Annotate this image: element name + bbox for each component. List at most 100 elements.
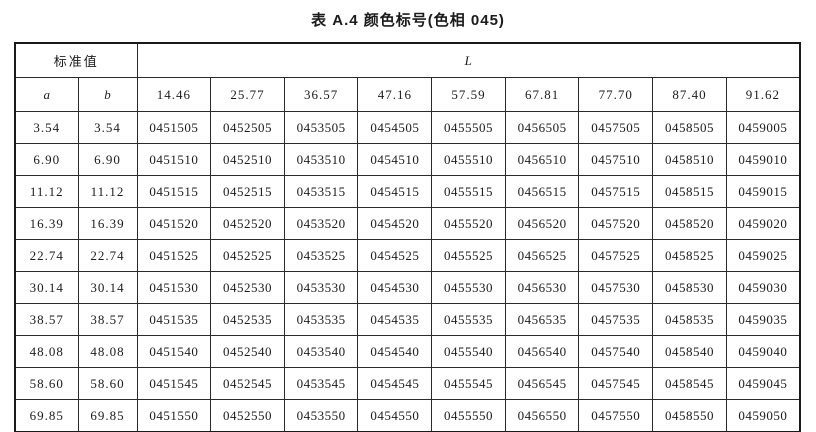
color-code-cell: 0457540 xyxy=(578,335,654,368)
color-code-cell: 0455535 xyxy=(431,303,506,336)
color-code-cell: 0455520 xyxy=(431,207,506,240)
color-code-cell: 0455525 xyxy=(431,239,506,272)
color-code-cell: 0459035 xyxy=(725,303,801,336)
color-code-cell: 0453515 xyxy=(283,175,359,208)
color-code-cell: 0451550 xyxy=(136,399,212,432)
color-code-cell: 0452540 xyxy=(210,335,285,368)
color-code-cell: 0454545 xyxy=(357,367,433,400)
color-code-cell: 0453510 xyxy=(283,143,359,176)
color-code-cell: 0454525 xyxy=(357,239,433,272)
color-code-cell: 0458525 xyxy=(652,239,727,272)
color-code-cell: 0453545 xyxy=(283,367,359,400)
b-value-cell: 3.54 xyxy=(77,111,138,144)
color-code-cell: 0458540 xyxy=(652,335,727,368)
table-row: 58.60 58.60 0451545 0452545 0453545 0454545 04… xyxy=(14,367,801,400)
color-code-cell: 0452535 xyxy=(210,303,285,336)
color-code-cell: 0452510 xyxy=(210,143,285,176)
color-code-cell: 0453540 xyxy=(283,335,359,368)
color-code-cell: 0451520 xyxy=(136,207,212,240)
a-value-cell: 48.08 xyxy=(14,335,79,368)
color-code-cell: 0458505 xyxy=(652,111,727,144)
color-code-cell: 0452550 xyxy=(210,399,285,432)
color-code-cell: 0455545 xyxy=(431,367,506,400)
a-value-cell: 11.12 xyxy=(14,175,79,208)
color-code-cell: 0456550 xyxy=(504,399,580,432)
color-code-cell: 0459025 xyxy=(725,239,801,272)
a-value-cell: 38.57 xyxy=(14,303,79,336)
color-code-cell: 0456515 xyxy=(504,175,580,208)
header-row-groups: 标准值 L xyxy=(14,42,801,78)
color-code-cell: 0451530 xyxy=(136,271,212,304)
header-row-values: a b 14.46 25.77 36.57 47.16 57.59 67.81 77.70 8… xyxy=(14,77,801,112)
color-code-cell: 0457550 xyxy=(578,399,654,432)
table-row: 11.12 11.12 0451515 0452515 0453515 0454515 04… xyxy=(14,175,801,208)
a-value-cell: 69.85 xyxy=(14,399,79,432)
l-value-header: 36.57 xyxy=(283,77,359,112)
color-code-cell: 0451515 xyxy=(136,175,212,208)
color-code-cell: 0456520 xyxy=(504,207,580,240)
table-row: 16.39 16.39 0451520 0452520 0453520 0454520 04… xyxy=(14,207,801,240)
b-value-cell: 6.90 xyxy=(77,143,138,176)
color-code-cell: 0453530 xyxy=(283,271,359,304)
color-code-cell: 0455505 xyxy=(431,111,506,144)
color-code-cell: 0456545 xyxy=(504,367,580,400)
color-code-cell: 0455510 xyxy=(431,143,506,176)
a-value-cell: 16.39 xyxy=(14,207,79,240)
table-row: 69.85 69.85 0451550 0452550 0453550 0454550 04… xyxy=(14,399,801,432)
b-value-cell: 48.08 xyxy=(77,335,138,368)
color-code-cell: 0455540 xyxy=(431,335,506,368)
b-value-cell: 22.74 xyxy=(77,239,138,272)
color-code-cell: 0453550 xyxy=(283,399,359,432)
a-value-cell: 58.60 xyxy=(14,367,79,400)
table-title: 表 A.4 颜色标号(色相 045) xyxy=(311,12,505,29)
a-value-cell: 30.14 xyxy=(14,271,79,304)
lightness-header: L xyxy=(136,42,801,78)
color-code-cell: 0458545 xyxy=(652,367,727,400)
color-code-cell: 0451510 xyxy=(136,143,212,176)
b-value-cell: 69.85 xyxy=(77,399,138,432)
l-value-header: 77.70 xyxy=(578,77,654,112)
table-header: 标准值 L a b 14.46 25.77 36.57 47.16 57.59 67.81… xyxy=(14,42,801,112)
color-code-cell: 0453525 xyxy=(283,239,359,272)
color-code-cell: 0459010 xyxy=(725,143,801,176)
color-code-cell: 0459030 xyxy=(725,271,801,304)
color-code-cell: 0456510 xyxy=(504,143,580,176)
color-code-cell: 0456525 xyxy=(504,239,580,272)
color-code-cell: 0451505 xyxy=(136,111,212,144)
color-code-cell: 0457520 xyxy=(578,207,654,240)
color-code-cell: 0455515 xyxy=(431,175,506,208)
color-code-cell: 0451525 xyxy=(136,239,212,272)
color-code-cell: 0454540 xyxy=(357,335,433,368)
color-code-cell: 0456505 xyxy=(504,111,580,144)
color-code-cell: 0454505 xyxy=(357,111,433,144)
color-code-table: 标准值 L a b 14.46 25.77 36.57 47.16 57.59 67.81… xyxy=(14,42,801,432)
color-code-cell: 0451545 xyxy=(136,367,212,400)
color-code-cell: 0451540 xyxy=(136,335,212,368)
a-value-cell: 6.90 xyxy=(14,143,79,176)
l-value-header: 14.46 xyxy=(136,77,212,112)
l-value-header: 47.16 xyxy=(357,77,433,112)
a-column-header: a xyxy=(14,77,79,112)
color-code-cell: 0453520 xyxy=(283,207,359,240)
l-value-header: 87.40 xyxy=(652,77,727,112)
color-code-cell: 0458520 xyxy=(652,207,727,240)
color-code-cell: 0456530 xyxy=(504,271,580,304)
b-value-cell: 38.57 xyxy=(77,303,138,336)
a-value-cell: 22.74 xyxy=(14,239,79,272)
l-value-header: 91.62 xyxy=(725,77,801,112)
color-code-cell: 0455550 xyxy=(431,399,506,432)
table-row: 38.57 38.57 0451535 0452535 0453535 0454535 04… xyxy=(14,303,801,336)
table-row: 6.90 6.90 0451510 0452510 0453510 0454510 0455… xyxy=(14,143,801,176)
b-column-header: b xyxy=(77,77,138,112)
color-code-cell: 0454530 xyxy=(357,271,433,304)
color-code-cell: 0452530 xyxy=(210,271,285,304)
color-code-cell: 0459005 xyxy=(725,111,801,144)
color-code-cell: 0458515 xyxy=(652,175,727,208)
b-value-cell: 11.12 xyxy=(77,175,138,208)
color-code-cell: 0459045 xyxy=(725,367,801,400)
color-code-cell: 0458510 xyxy=(652,143,727,176)
standard-value-header: 标准值 xyxy=(14,42,138,78)
color-code-cell: 0452505 xyxy=(210,111,285,144)
b-value-cell: 16.39 xyxy=(77,207,138,240)
table-row: 48.08 48.08 0451540 0452540 0453540 0454540 04… xyxy=(14,335,801,368)
